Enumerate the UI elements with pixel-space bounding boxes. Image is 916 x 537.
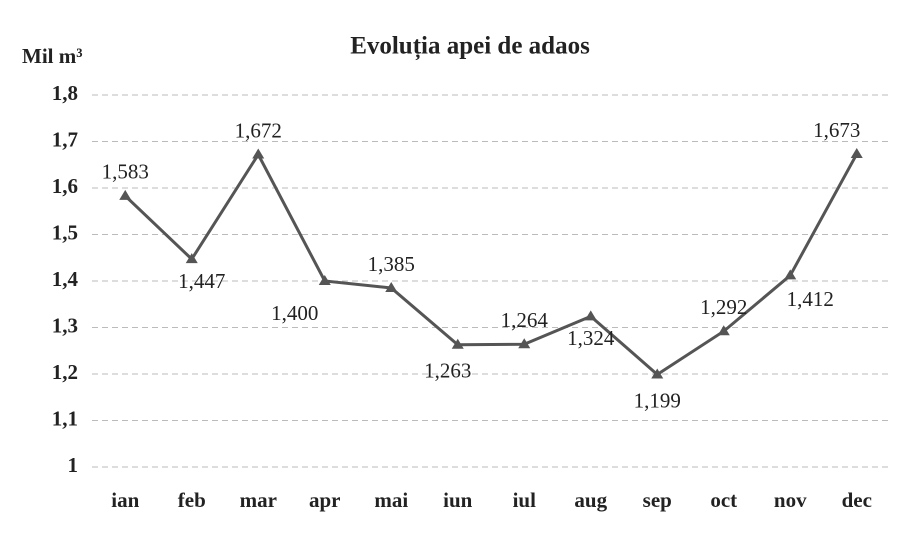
line — [124, 151, 859, 377]
data-label: 1,447 — [178, 269, 225, 293]
y-tick-label: 1,7 — [52, 127, 78, 151]
x-tick-label: nov — [774, 488, 807, 512]
data-label: 1,412 — [787, 287, 834, 311]
y-tick-label: 1,6 — [52, 174, 78, 198]
data-label: 1,400 — [271, 301, 318, 325]
x-tick-label: apr — [309, 488, 341, 512]
marker — [318, 275, 331, 285]
marker — [651, 368, 664, 379]
data-label: 1,583 — [102, 160, 149, 184]
marker — [850, 148, 863, 159]
data-label: 1,324 — [567, 326, 615, 350]
x-tick-label: iul — [513, 488, 537, 512]
marker — [385, 281, 398, 292]
x-tick-label: dec — [842, 488, 872, 512]
y-tick-label: 1,1 — [52, 406, 78, 430]
marker — [185, 253, 198, 264]
x-tick-label: mai — [374, 488, 408, 512]
marker — [784, 269, 797, 280]
data-label: 1,199 — [634, 388, 681, 412]
x-tick-label: aug — [574, 488, 607, 512]
data-label: 1,292 — [700, 295, 747, 319]
x-tick-label: sep — [643, 488, 672, 512]
x-tick-label: feb — [178, 488, 206, 512]
marker — [518, 338, 531, 349]
y-tick-label: 1 — [68, 453, 79, 477]
data-label: 1,672 — [235, 118, 282, 142]
data-label: 1,673 — [813, 118, 860, 142]
marker — [252, 148, 265, 159]
data-label: 1,385 — [368, 252, 415, 276]
y-tick-label: 1,3 — [52, 313, 78, 337]
y-tick-label: 1,2 — [52, 360, 78, 384]
y-axis-label: Mil m³ — [22, 44, 83, 68]
chart-title: Evoluția apei de adaos — [350, 33, 590, 61]
y-tick-label: 1,8 — [52, 81, 78, 105]
data-label: 1,264 — [501, 308, 549, 332]
marker — [584, 310, 597, 321]
y-tick-label: 1,4 — [52, 267, 79, 291]
x-tick-label: mar — [240, 488, 277, 512]
data-label: 1,263 — [424, 359, 471, 383]
marker — [451, 338, 464, 349]
x-tick-label: iun — [443, 488, 473, 512]
marker — [119, 189, 132, 200]
y-tick-label: 1,5 — [52, 220, 78, 244]
x-tick-label: ian — [111, 488, 139, 512]
marker — [717, 325, 730, 336]
x-tick-label: oct — [710, 488, 737, 512]
